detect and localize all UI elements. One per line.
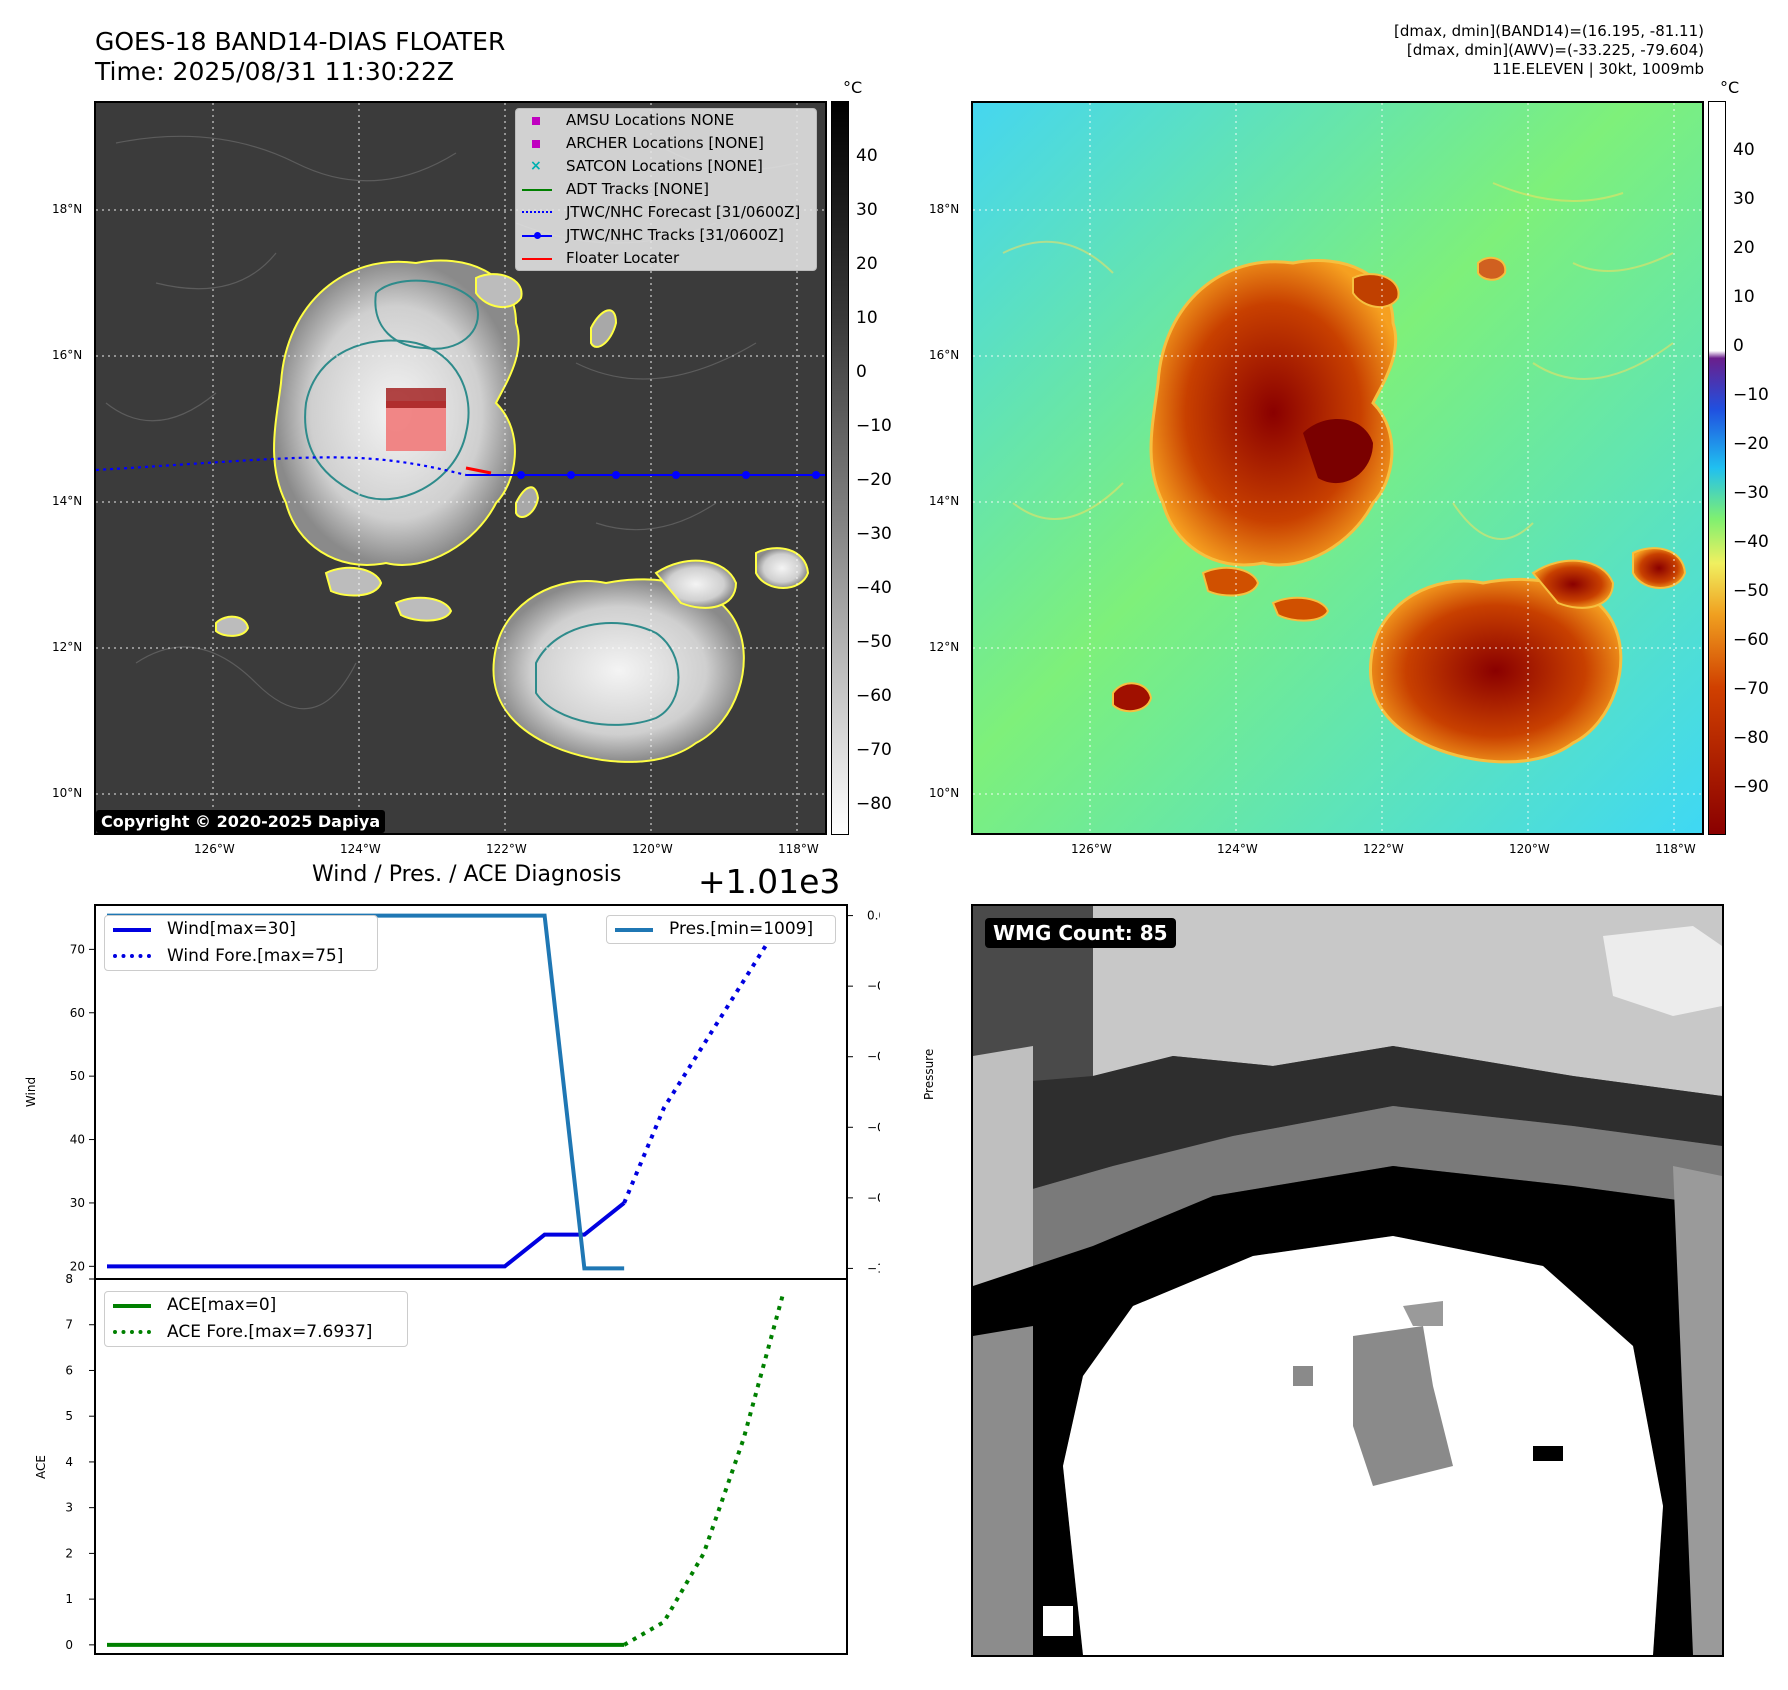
awv-map-panel [971,101,1704,835]
pressure-legend: Pres.[min=1009] [606,915,836,944]
title-line-1: GOES-18 BAND14-DIAS FLOATER [95,27,506,56]
wind-tick-label: 30 [70,1196,85,1210]
legend-marker [113,954,151,958]
pressure-tick-label: 0.0 [867,909,880,923]
wind-tick-label: 50 [70,1069,85,1083]
ace-forecast-line [623,1292,786,1647]
ir-colorbar-unit: °C [843,78,863,97]
ace-tick-label: 2 [65,1546,73,1560]
southern-cloud-cluster [492,578,745,763]
title-line-2: Time: 2025/08/31 11:30:22Z [95,57,454,86]
ir-colorbar [831,101,849,835]
wmg-image [973,906,1722,1655]
awv-storm-core [1149,259,1398,567]
ir-map-panel: Copyright © 2020-2025 Dapiya AMSU Locati… [94,101,827,835]
ace-tick-label: 5 [65,1409,73,1423]
ace-tick-label: 7 [65,1318,73,1332]
dmax-band14: [dmax, dmin](BAND14)=(16.195, -81.11) [1393,22,1704,40]
ir-legend: AMSU Locations NONE ARCHER Locations [NO… [515,108,817,271]
ace-tick-label: 1 [65,1592,73,1606]
legend-marker [113,1330,151,1334]
wind-ticks: 20 30 40 50 60 70 [70,942,95,1273]
legend-marker [532,117,540,125]
awv-map [973,103,1702,833]
awv-southern-cluster [1368,577,1623,764]
floater-locater-box [386,401,446,451]
diagnosis-title: Wind / Pres. / ACE Diagnosis [312,862,622,887]
ace-tick-label: 0 [65,1638,73,1652]
legend-item: ACE[max=0] [105,1292,407,1319]
wind-tick-label: 60 [70,1006,85,1020]
legend-marker [113,1304,151,1308]
legend-item: Wind Fore.[max=75] [105,943,377,970]
storm-info: [dmax, dmin](BAND14)=(16.195, -81.11) [d… [1394,22,1704,79]
x-marker-icon: × [530,158,542,174]
legend-item: Wind[max=30] [105,916,377,943]
forecast-track [96,456,467,477]
legend-item: JTWC/NHC Tracks [31/0600Z] [516,224,816,247]
legend-marker [113,928,151,932]
pressure-tick-label: −0.8 [867,1191,880,1205]
ace-axis-label: ACE [34,1455,48,1479]
legend-marker [615,928,653,932]
legend-item: ACE Fore.[max=7.6937] [105,1319,407,1346]
legend-marker [522,189,552,191]
pressure-axis-label-text: Pressure [922,1048,936,1100]
copyright-label: Copyright © 2020-2025 Dapiya [96,810,386,833]
pressure-tick-label: −0.6 [867,1120,880,1134]
ace-ticks: 0 1 2 3 4 5 6 7 8 [65,1272,95,1652]
wmg-panel: WMG Count: 85 [971,904,1724,1657]
legend-item: Pres.[min=1009] [607,916,835,943]
figure-title: GOES-18 BAND14-DIAS FLOATER Time: 2025/0… [95,27,505,87]
ace-legend: ACE[max=0] ACE Fore.[max=7.6937] [104,1291,408,1347]
storm-summary: 11E.ELEVEN | 30kt, 1009mb [1492,60,1704,78]
pressure-tick-label: −0.4 [867,1050,880,1064]
pressure-ticks: 0.0 −0.2 −0.4 −0.6 −0.8 −1.0 [847,909,880,1275]
wind-tick-label: 20 [70,1259,85,1273]
legend-marker [522,258,552,260]
awv-colorbar-unit: °C [1720,78,1740,97]
awv-colorbar [1708,101,1726,835]
ace-lines [107,1292,786,1647]
legend-marker [522,211,552,213]
legend-item: AMSU Locations NONE [516,109,816,132]
legend-item: ARCHER Locations [NONE] [516,132,816,155]
ace-tick-label: 3 [65,1501,73,1515]
legend-marker [532,140,540,148]
legend-marker [534,232,541,239]
wind-tick-label: 70 [70,942,85,956]
legend-item: Floater Locater [516,247,816,270]
best-track [466,471,825,479]
legend-item: JTWC/NHC Forecast [31/0600Z] [516,201,816,224]
pressure-tick-label: −0.2 [867,979,880,993]
wind-tick-label: 40 [70,1133,85,1147]
wind-series-line [107,1201,626,1269]
wind-legend: Wind[max=30] Wind Fore.[max=75] [104,915,378,971]
ace-tick-label: 4 [65,1455,73,1469]
ace-tick-label: 6 [65,1363,73,1377]
legend-item: × SATCON Locations [NONE] [516,155,816,178]
legend-item: ADT Tracks [NONE] [516,178,816,201]
pressure-tick-label: −1.0 [867,1261,880,1275]
ace-tick-label: 8 [65,1272,73,1286]
wmg-count-label: WMG Count: 85 [985,918,1176,948]
wind-axis-label: Wind [24,1077,38,1107]
dmax-awv: [dmax, dmin](AWV)=(-33.225, -79.604) [1406,41,1704,59]
awv-grid [973,103,1702,833]
pressure-offset-label: +1.01e3 [698,862,841,901]
